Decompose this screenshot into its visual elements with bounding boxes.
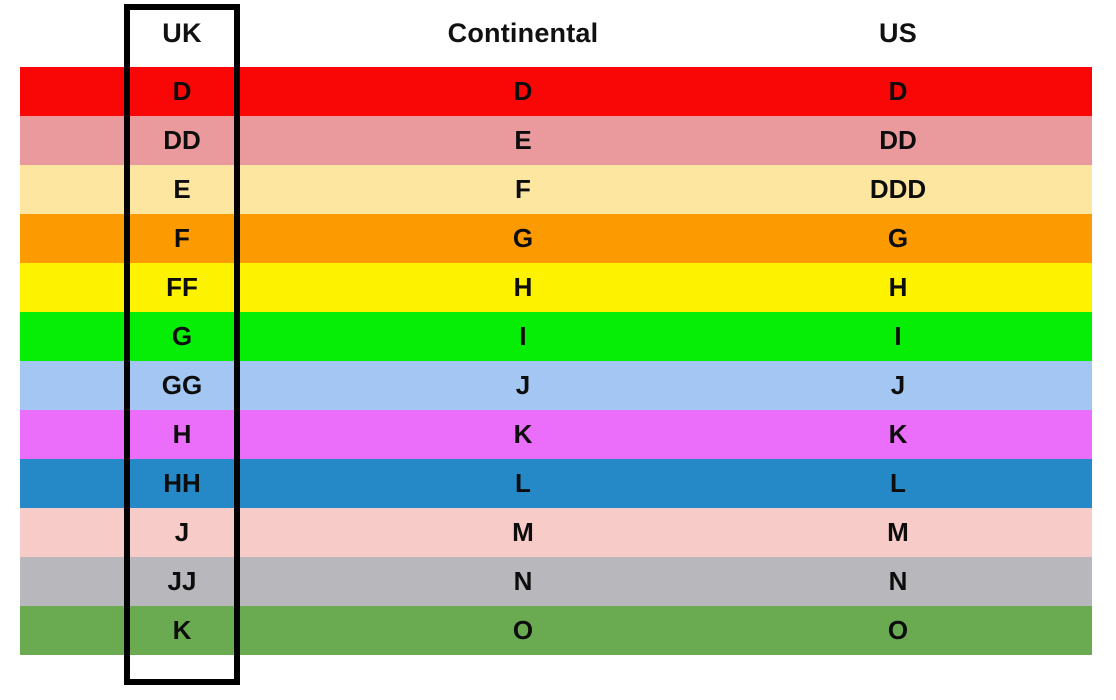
cell-us: DDD (869, 174, 927, 204)
cell-us: J (890, 370, 906, 400)
cell-uk: DD (163, 125, 201, 155)
table-body: UK Continental US D D D DD E DD E F DDD F G G FF H H G I… (20, 0, 1092, 700)
cell-continental: M (512, 517, 534, 547)
cell-uk: FF (166, 272, 198, 302)
cell-continental: H (513, 272, 533, 302)
table-header-row: UK Continental US (20, 0, 1092, 67)
cell-continental: K (513, 419, 533, 449)
cell-us: K (888, 419, 908, 449)
cell-uk: G (171, 321, 193, 351)
cell-uk: E (173, 174, 191, 204)
cell-continental: D (513, 76, 533, 106)
cell-uk: GG (161, 370, 203, 400)
cell-us: I (894, 321, 902, 351)
cell-us: D (888, 76, 908, 106)
column-header-uk: UK (162, 18, 202, 48)
cell-continental: E (514, 125, 532, 155)
cell-uk: J (174, 517, 190, 547)
cell-uk: F (174, 223, 190, 253)
cell-continental: J (515, 370, 531, 400)
cell-continental: F (515, 174, 531, 204)
cell-continental: G (512, 223, 534, 253)
cell-us: H (888, 272, 908, 302)
table-row: E F DDD (20, 165, 1092, 214)
cell-us: M (887, 517, 909, 547)
table-row: GG J J (20, 361, 1092, 410)
table-row: HH L L (20, 459, 1092, 508)
cell-continental: I (519, 321, 527, 351)
cell-uk: H (172, 419, 192, 449)
cell-continental: O (512, 615, 534, 645)
cell-uk: JJ (167, 566, 197, 596)
cell-us: L (890, 468, 906, 498)
table-row: DD E DD (20, 116, 1092, 165)
cell-us: O (887, 615, 909, 645)
cell-uk: HH (163, 468, 201, 498)
cell-us: N (888, 566, 908, 596)
column-header-us: US (879, 18, 917, 48)
cell-us: DD (879, 125, 917, 155)
column-header-continental: Continental (447, 18, 599, 48)
cell-continental: L (515, 468, 531, 498)
cell-us: G (887, 223, 909, 253)
cell-continental: N (513, 566, 533, 596)
table-row: JJ N N (20, 557, 1092, 606)
cell-uk: D (172, 76, 192, 106)
cell-uk: K (172, 615, 192, 645)
table-row: FF H H (20, 263, 1092, 312)
